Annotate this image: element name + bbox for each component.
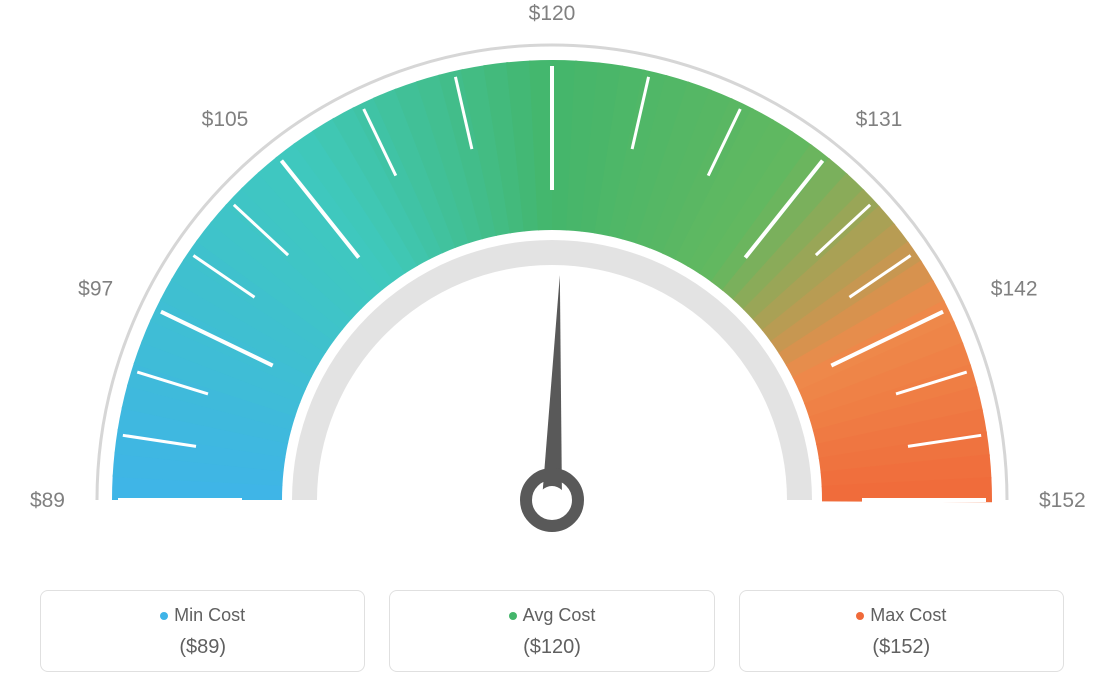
legend-title-max: Max Cost bbox=[740, 605, 1063, 626]
svg-text:$152: $152 bbox=[1039, 489, 1086, 512]
legend-value-max: ($152) bbox=[740, 636, 1063, 659]
legend-label-min: Min Cost bbox=[174, 605, 245, 625]
legend-value-avg: ($120) bbox=[390, 636, 713, 659]
legend-card-max: Max Cost ($152) bbox=[739, 590, 1064, 672]
svg-text:$142: $142 bbox=[991, 278, 1038, 301]
svg-text:$105: $105 bbox=[202, 108, 249, 131]
legend-label-max: Max Cost bbox=[870, 605, 946, 625]
svg-text:$131: $131 bbox=[856, 108, 903, 131]
cost-gauge-container: $89 $97 $105 $120 $131 $142 $152 Min Cost ($89… bbox=[0, 0, 1104, 690]
legend-label-avg: Avg Cost bbox=[523, 605, 596, 625]
legend-title-min: Min Cost bbox=[41, 605, 364, 626]
legend-dot-max bbox=[856, 612, 864, 620]
legend-dot-min bbox=[160, 612, 168, 620]
legend-card-min: Min Cost ($89) bbox=[40, 590, 365, 672]
legend-row: Min Cost ($89) Avg Cost ($120) Max Cost … bbox=[40, 590, 1064, 672]
legend-card-avg: Avg Cost ($120) bbox=[389, 590, 714, 672]
gauge-chart: $89 $97 $105 $120 $131 $142 $152 bbox=[0, 0, 1104, 570]
legend-dot-avg bbox=[509, 612, 517, 620]
svg-text:$89: $89 bbox=[30, 489, 65, 512]
svg-text:$120: $120 bbox=[529, 2, 576, 25]
legend-value-min: ($89) bbox=[41, 636, 364, 659]
svg-text:$97: $97 bbox=[78, 278, 113, 301]
legend-title-avg: Avg Cost bbox=[390, 605, 713, 626]
